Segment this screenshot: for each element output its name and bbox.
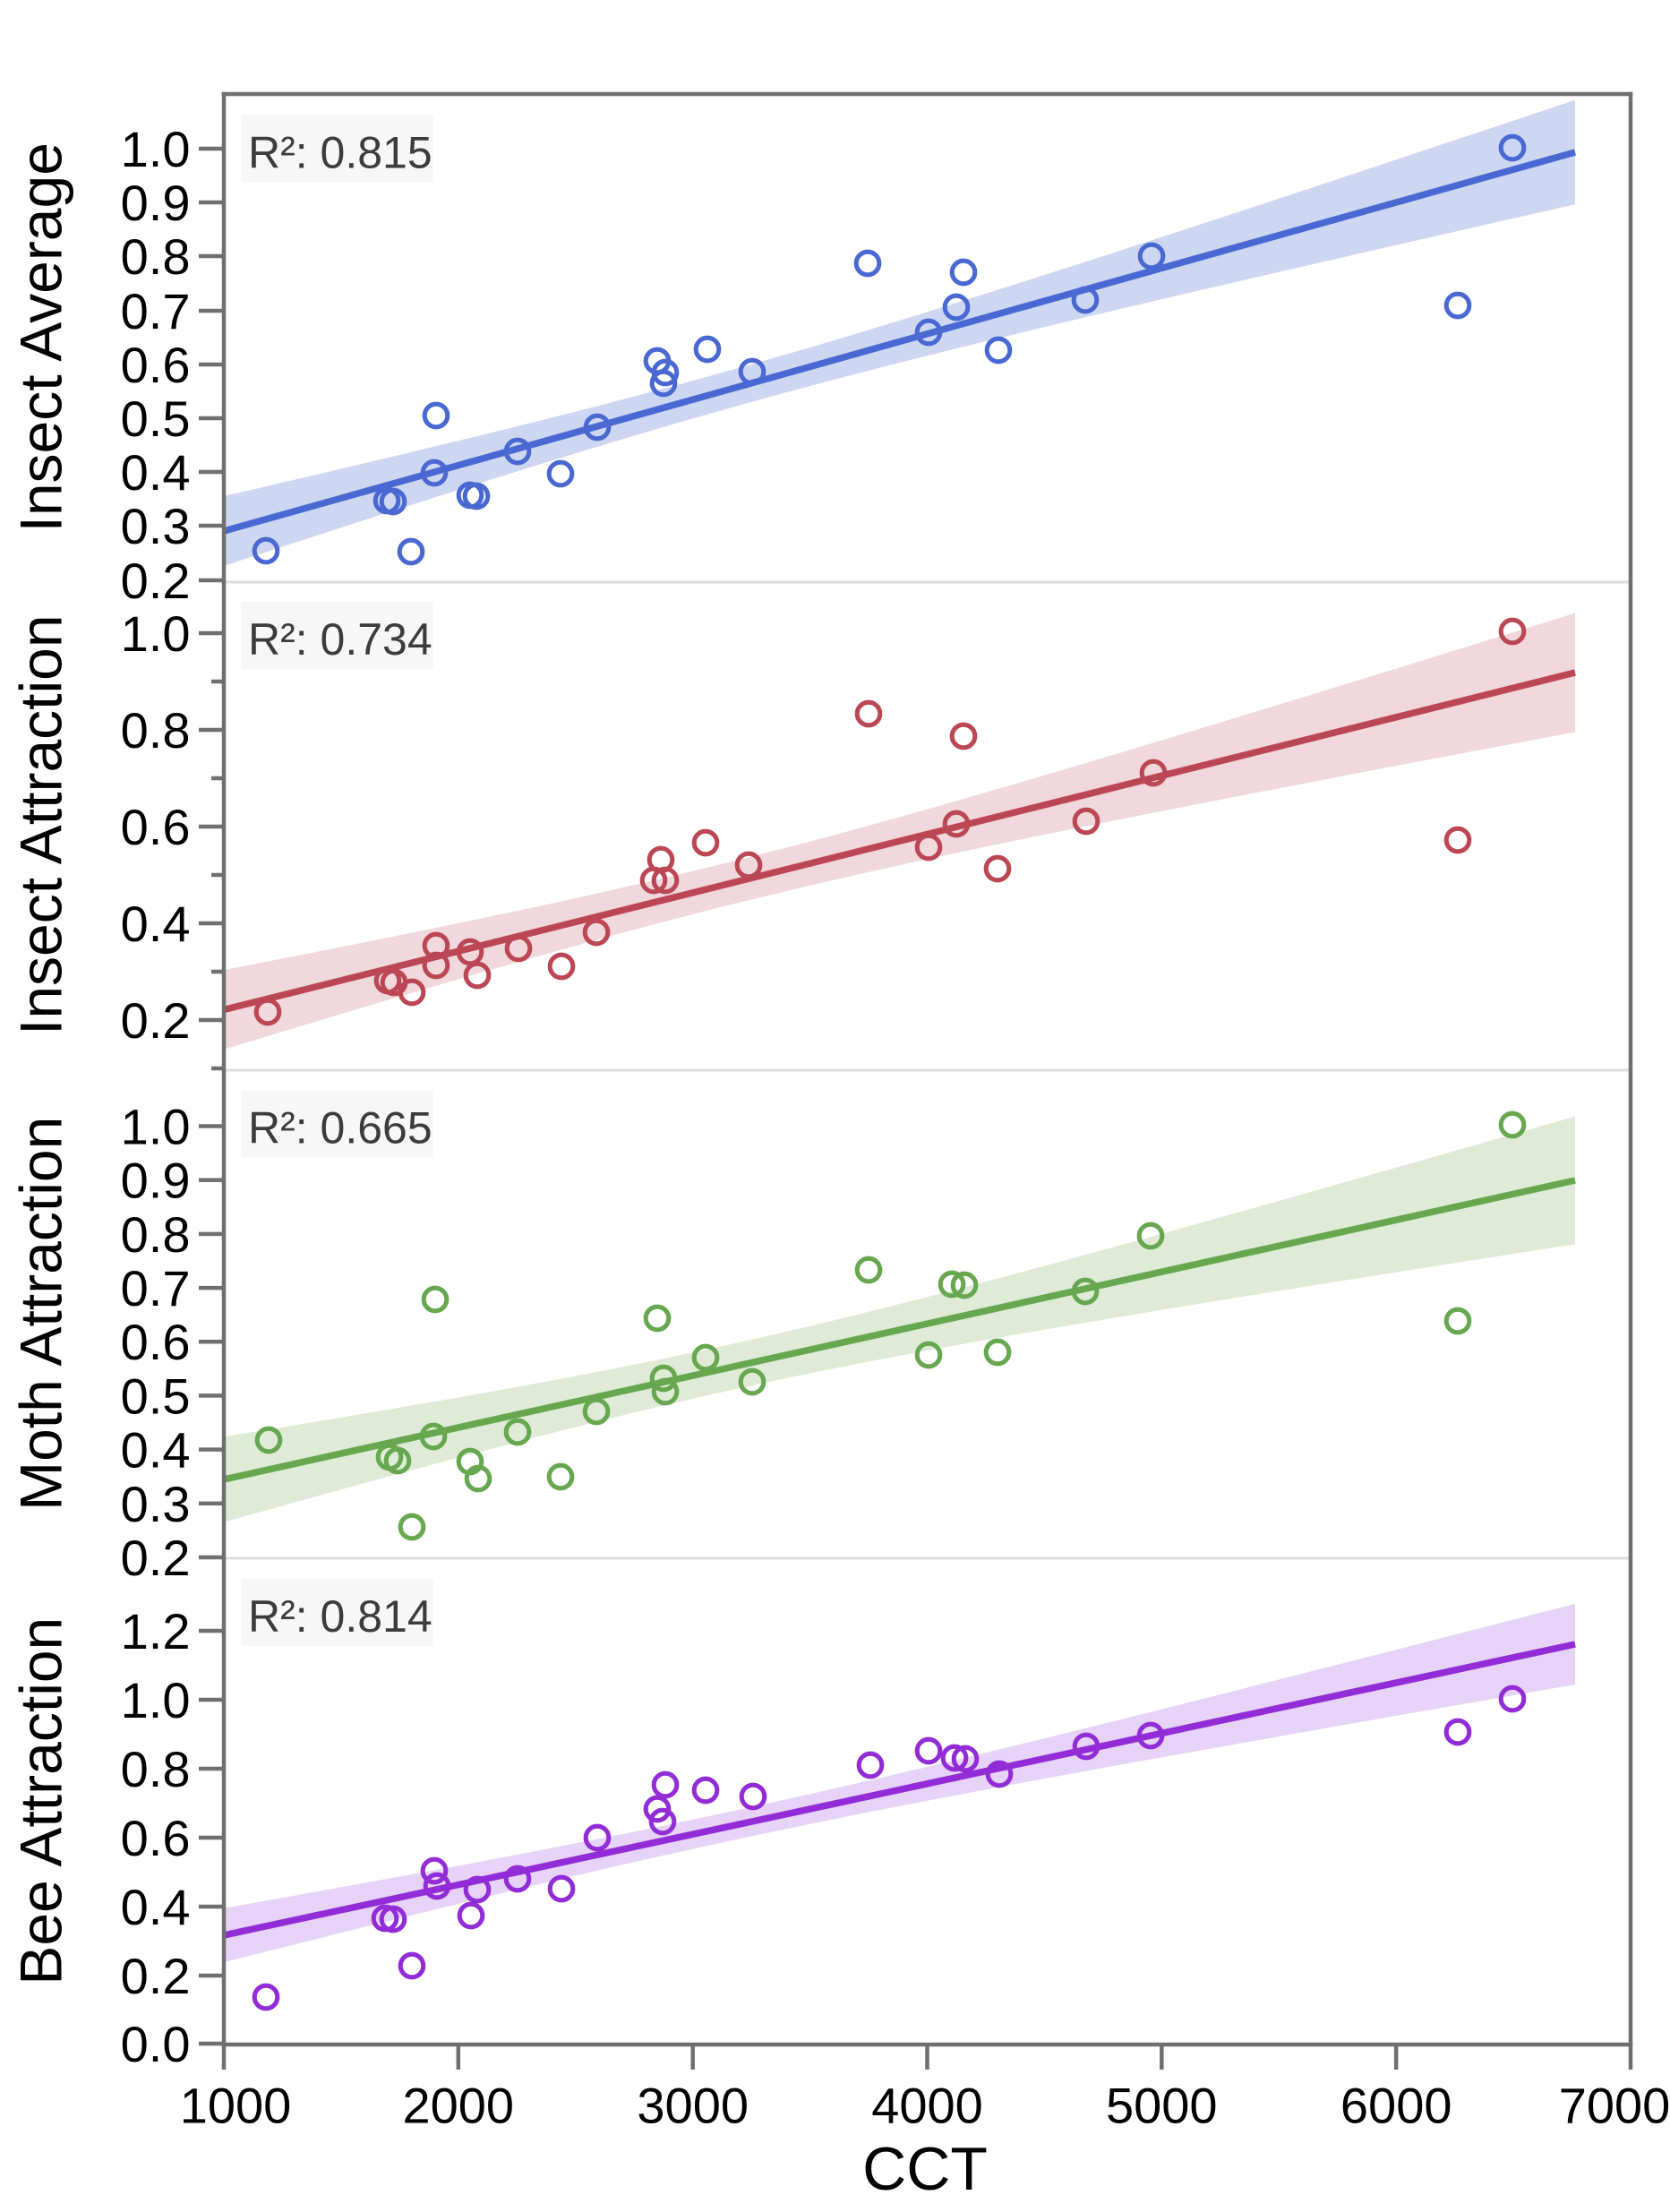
svg-text:0.2: 0.2 xyxy=(121,1530,191,1586)
svg-text:2000: 2000 xyxy=(403,2078,515,2134)
svg-text:0.9: 0.9 xyxy=(121,175,191,231)
svg-text:0.6: 0.6 xyxy=(121,1314,191,1370)
svg-text:3000: 3000 xyxy=(637,2078,749,2134)
svg-text:0.4: 0.4 xyxy=(121,1422,191,1479)
svg-text:1.0: 1.0 xyxy=(121,1099,191,1155)
svg-text:0.2: 0.2 xyxy=(121,553,191,609)
svg-text:0.8: 0.8 xyxy=(121,1741,191,1797)
svg-text:0.4: 0.4 xyxy=(121,1879,191,1935)
svg-text:0.5: 0.5 xyxy=(121,1367,191,1424)
svg-text:0.7: 0.7 xyxy=(121,283,191,339)
svg-text:1.0: 1.0 xyxy=(121,605,191,662)
svg-text:R²: 0.814: R²: 0.814 xyxy=(248,1591,432,1642)
svg-text:Insect Attraction: Insect Attraction xyxy=(8,614,74,1035)
svg-text:0.0: 0.0 xyxy=(121,2016,191,2072)
svg-text:0.2: 0.2 xyxy=(121,992,191,1049)
svg-text:0.6: 0.6 xyxy=(121,799,191,855)
svg-text:6000: 6000 xyxy=(1340,2078,1452,2134)
svg-text:R²: 0.734: R²: 0.734 xyxy=(248,614,432,664)
svg-text:5000: 5000 xyxy=(1106,2078,1218,2134)
svg-text:0.9: 0.9 xyxy=(121,1153,191,1209)
svg-text:0.3: 0.3 xyxy=(121,1476,191,1532)
svg-text:Insect Average: Insect Average xyxy=(8,142,74,532)
svg-text:0.4: 0.4 xyxy=(121,444,191,501)
svg-text:0.7: 0.7 xyxy=(121,1260,191,1316)
svg-text:0.8: 0.8 xyxy=(121,702,191,759)
svg-text:0.5: 0.5 xyxy=(121,390,191,447)
svg-text:4000: 4000 xyxy=(871,2078,983,2134)
svg-text:0.6: 0.6 xyxy=(121,1810,191,1866)
svg-text:R²: 0.665: R²: 0.665 xyxy=(248,1103,432,1153)
svg-text:Moth Attraction: Moth Attraction xyxy=(8,1117,74,1511)
svg-text:R²: 0.815: R²: 0.815 xyxy=(248,128,432,178)
svg-text:1.0: 1.0 xyxy=(121,1672,191,1728)
svg-text:0.4: 0.4 xyxy=(121,896,191,952)
svg-text:0.6: 0.6 xyxy=(121,337,191,393)
svg-text:1000: 1000 xyxy=(180,2078,292,2134)
svg-text:Bee Attraction: Bee Attraction xyxy=(8,1617,74,1985)
svg-text:0.3: 0.3 xyxy=(121,498,191,554)
svg-text:0.8: 0.8 xyxy=(121,1206,191,1263)
svg-text:7000: 7000 xyxy=(1559,2078,1670,2134)
svg-text:0.8: 0.8 xyxy=(121,228,191,285)
svg-text:1.0: 1.0 xyxy=(121,121,191,177)
svg-text:1.2: 1.2 xyxy=(121,1603,191,1659)
svg-text:0.2: 0.2 xyxy=(121,1948,191,2004)
svg-text:CCT: CCT xyxy=(862,2135,988,2203)
